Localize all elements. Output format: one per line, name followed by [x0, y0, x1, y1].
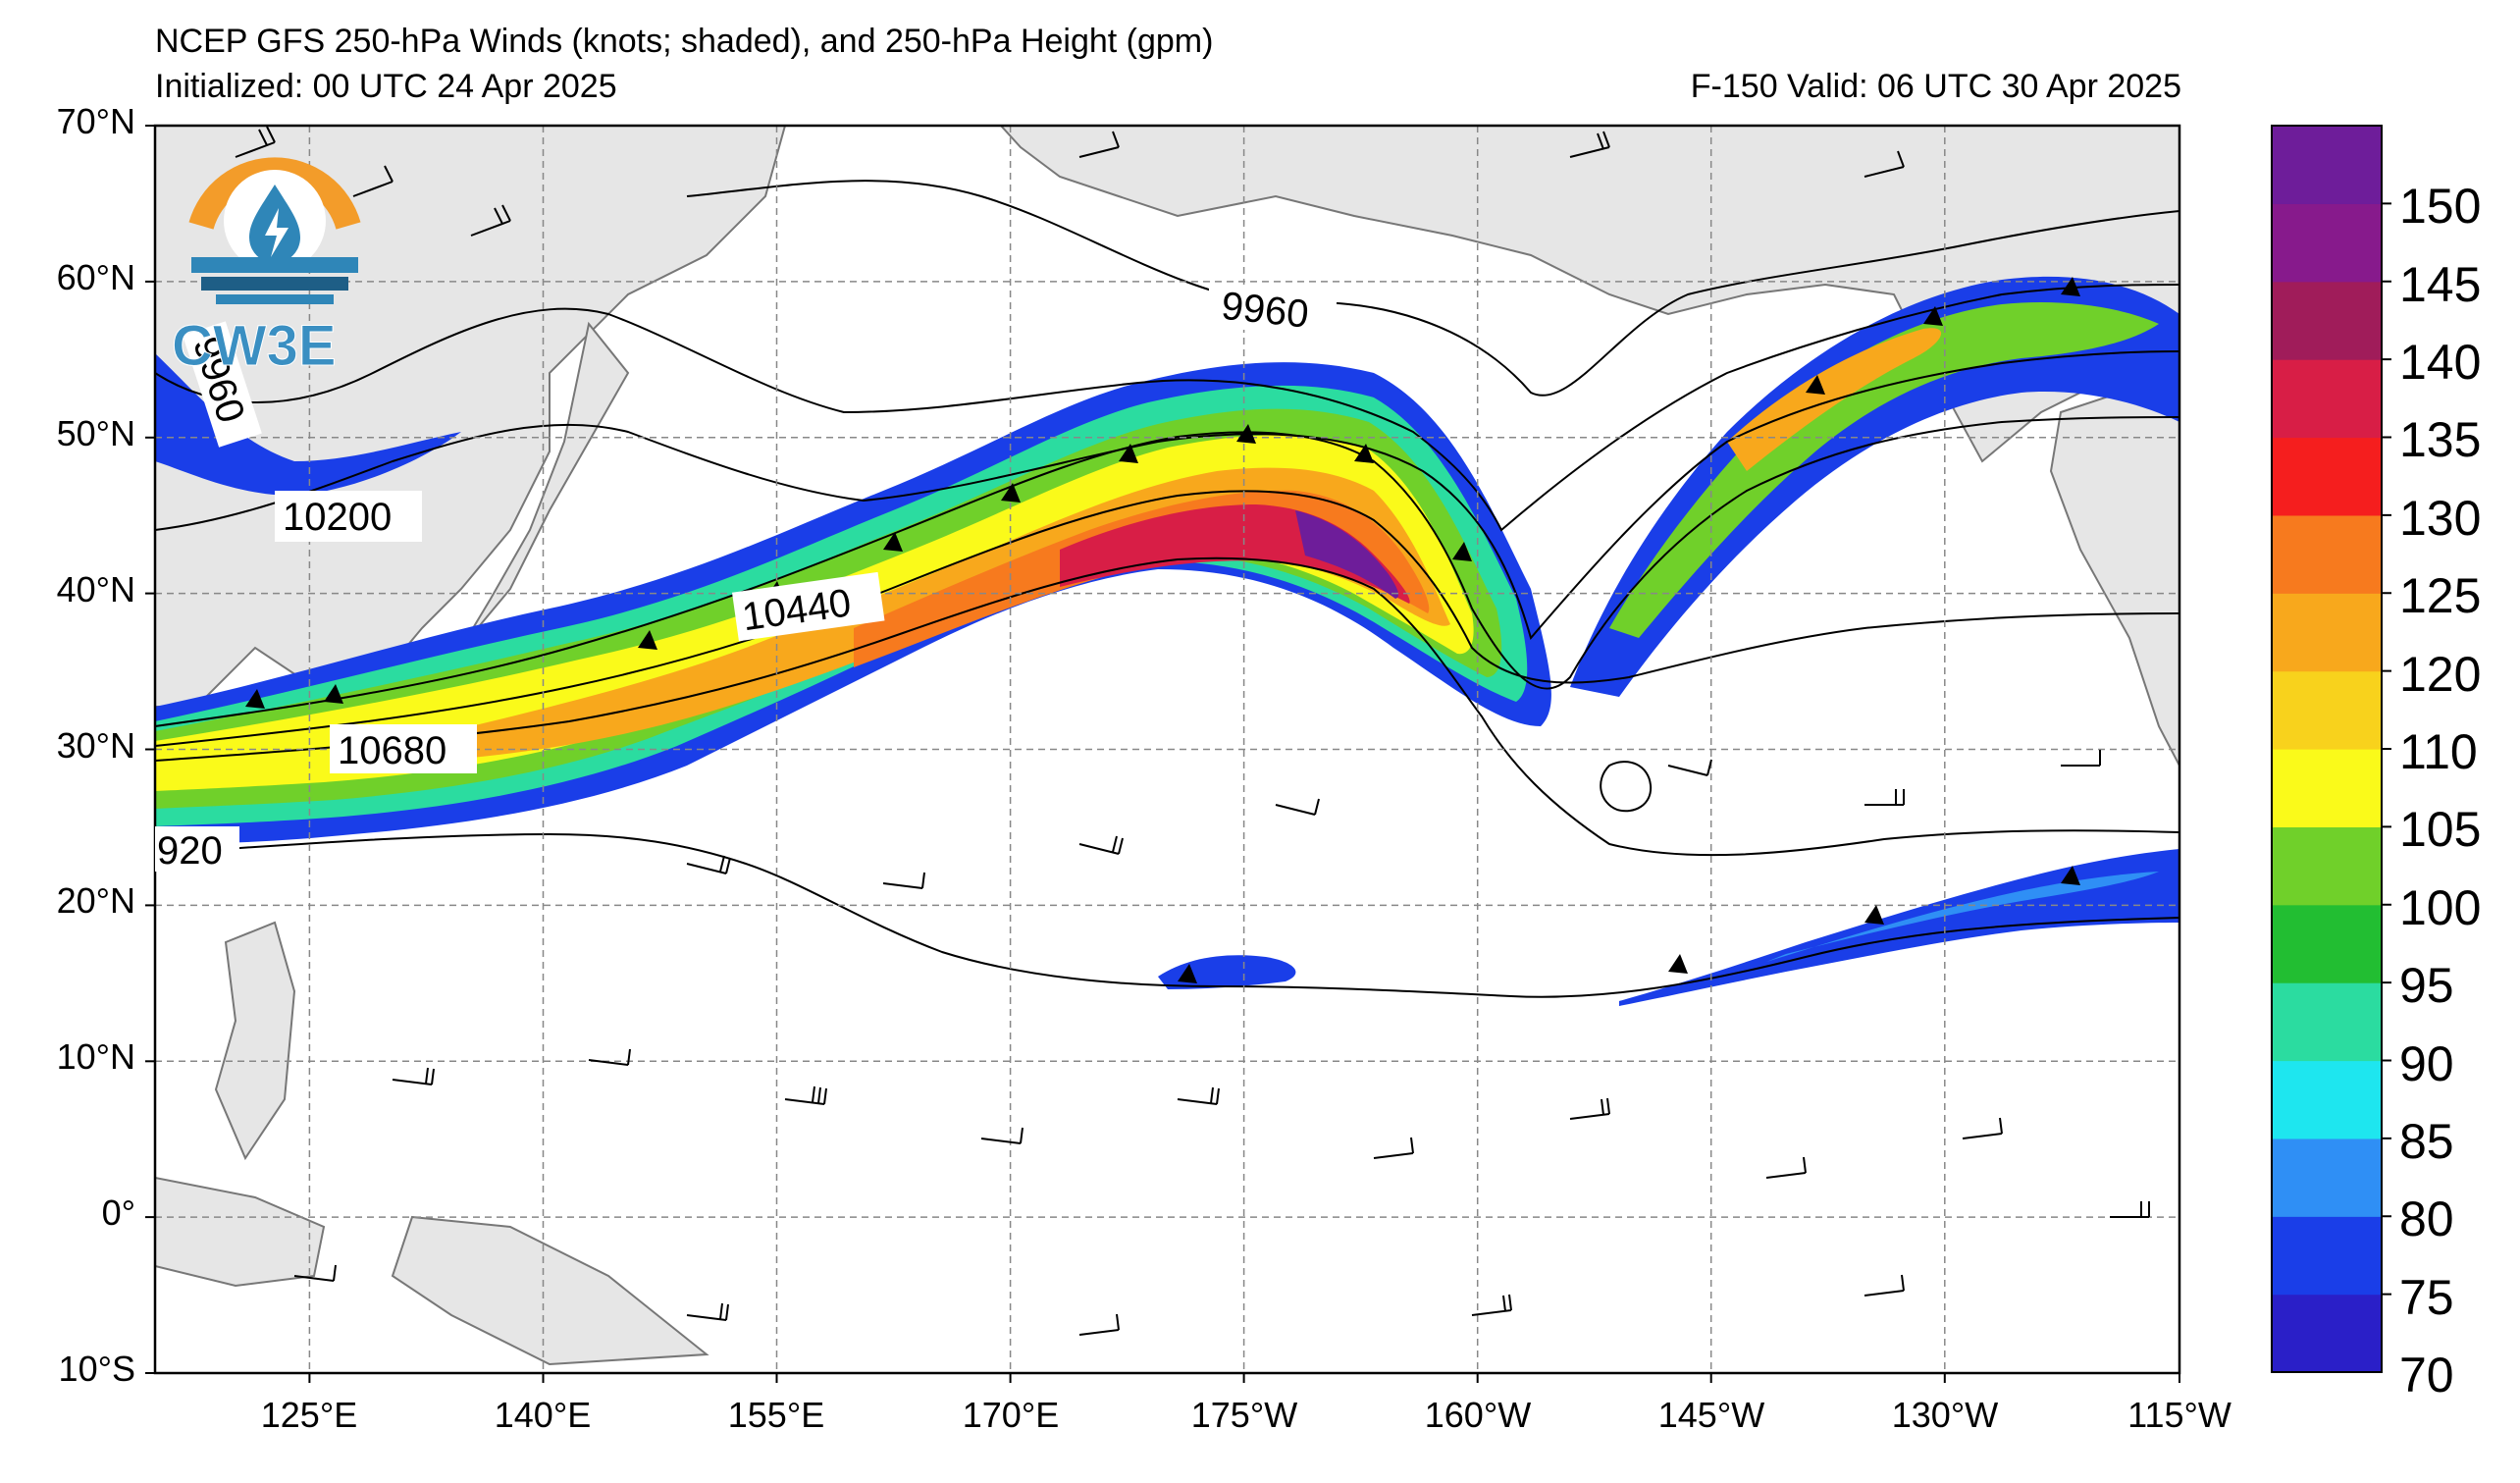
lat-label-10s: 10°S	[58, 1349, 135, 1389]
colorbar-label-90: 90	[2399, 1036, 2454, 1091]
contour-10920	[155, 832, 2179, 998]
colorbar-label-120: 120	[2399, 647, 2482, 702]
contour-label-bg-10440	[731, 571, 885, 642]
colorbar-swatch	[2272, 982, 2382, 1062]
wind-flags	[245, 277, 2080, 983]
colorbar-swatch	[2272, 749, 2382, 827]
lon-label-130w: 130°W	[1891, 1395, 1999, 1435]
contour-label-bg-9960a	[1209, 285, 1337, 330]
contour-label-group: 9960 9960 10200 10440 10680 920	[155, 285, 1337, 873]
colorbar-label-105: 105	[2399, 802, 2482, 857]
contour-10680	[155, 556, 2179, 857]
colorbar-swatch	[2272, 126, 2382, 204]
newguinea-land	[391, 1215, 709, 1366]
jet-east-band-70	[1570, 276, 2179, 697]
colorbar	[2271, 125, 2391, 1373]
contour-label-bg-10680	[330, 724, 477, 773]
lat-label-30n: 30°N	[56, 725, 135, 766]
philippines-land	[214, 921, 296, 1161]
colorbar-swatch	[2272, 281, 2382, 360]
graticule	[155, 126, 2179, 1373]
jet-west-band-70	[155, 353, 461, 496]
contour-label-bg-10920	[155, 826, 239, 872]
contour-label-10200: 10200	[283, 496, 392, 539]
contour-label-10680: 10680	[338, 729, 446, 772]
bolt-icon	[265, 208, 289, 257]
lon-label-115w: 115°W	[2127, 1395, 2231, 1435]
colorbar-swatch	[2272, 904, 2382, 983]
colorbar-label-145: 145	[2399, 257, 2482, 312]
colorbar-swatch	[2272, 1216, 2382, 1296]
lat-label-0: 0°	[101, 1192, 135, 1233]
figure-title: NCEP GFS 250-hPa Winds (knots; shaded), …	[155, 23, 1214, 60]
logo-wave-2	[201, 277, 348, 291]
contour-label-bg-9960b	[183, 321, 262, 448]
map-layer	[155, 126, 2179, 1373]
colorbar-swatch	[2272, 670, 2382, 750]
contour-label-9960a: 9960	[1220, 285, 1311, 337]
indonesia-land	[155, 1176, 326, 1288]
lat-label-50n: 50°N	[56, 413, 135, 453]
colorbar-swatch	[2272, 593, 2382, 672]
colorbar-swatch	[2272, 1138, 2382, 1217]
colorbar-label-80: 80	[2399, 1192, 2454, 1246]
colorbar-label-100: 100	[2399, 880, 2482, 935]
colorbar-label-130: 130	[2399, 491, 2482, 546]
lat-label-70n: 70°N	[56, 101, 135, 141]
lon-label-155e: 155°E	[727, 1395, 825, 1435]
lon-label-175w: 175°W	[1190, 1395, 1298, 1435]
colorbar-swatch	[2272, 359, 2382, 439]
colorbar-swatch	[2272, 203, 2382, 283]
lat-label-60n: 60°N	[56, 257, 135, 297]
lat-label-40n: 40°N	[56, 569, 135, 609]
init-time: Initialized: 00 UTC 24 Apr 2025	[155, 68, 617, 105]
cw3e-logo: CW3E	[172, 157, 361, 379]
colorbar-swatch	[2272, 514, 2382, 594]
lat-label-20n: 20°N	[56, 880, 135, 921]
colorbar-label-75: 75	[2399, 1270, 2454, 1325]
lat-label-10n: 10°N	[56, 1036, 135, 1077]
colorbar-label-135: 135	[2399, 412, 2482, 467]
logo-wave-1	[191, 257, 358, 273]
contour-label-bg-10200	[275, 491, 422, 542]
lon-label-125e: 125°E	[260, 1395, 358, 1435]
lon-label-160w: 160°W	[1424, 1395, 1532, 1435]
contour-10440	[155, 416, 2179, 727]
lon-label-145w: 145°W	[1657, 1395, 1765, 1435]
lon-label-170e: 170°E	[962, 1395, 1060, 1435]
lon-label-140e: 140°E	[494, 1395, 592, 1435]
contour-label-10920: 920	[157, 829, 223, 873]
colorbar-swatch	[2272, 1060, 2382, 1139]
logo-wave-3	[216, 294, 334, 304]
colorbar-label-125: 125	[2399, 568, 2482, 623]
contour-10080	[155, 284, 2179, 532]
colorbar-swatch	[2272, 1294, 2382, 1373]
contour-cutoff-low	[1600, 761, 1653, 813]
logo-text: CW3E	[172, 314, 337, 378]
japan-land	[460, 321, 630, 649]
height-contours	[155, 180, 2179, 998]
valid-time: F-150 Valid: 06 UTC 30 Apr 2025	[1690, 68, 2181, 105]
colorbar-swatch	[2272, 826, 2382, 906]
north-america-land	[2049, 371, 2179, 767]
sub-jet-band-inner	[1766, 872, 2159, 962]
colorbar-label-85: 85	[2399, 1114, 2454, 1169]
axis-ticks	[145, 125, 2180, 1383]
wind-barbs	[235, 126, 2150, 1336]
colorbar-label-140: 140	[2399, 335, 2482, 390]
colorbar-swatch	[2272, 437, 2382, 516]
jet-band-150	[1295, 510, 1399, 599]
colorbar-label-110: 110	[2399, 724, 2478, 779]
colorbar-label-150: 150	[2399, 179, 2482, 234]
colorbar-label-95: 95	[2399, 958, 2454, 1013]
colorbar-label-70: 70	[2399, 1348, 2454, 1403]
contour-10560	[155, 490, 2179, 747]
